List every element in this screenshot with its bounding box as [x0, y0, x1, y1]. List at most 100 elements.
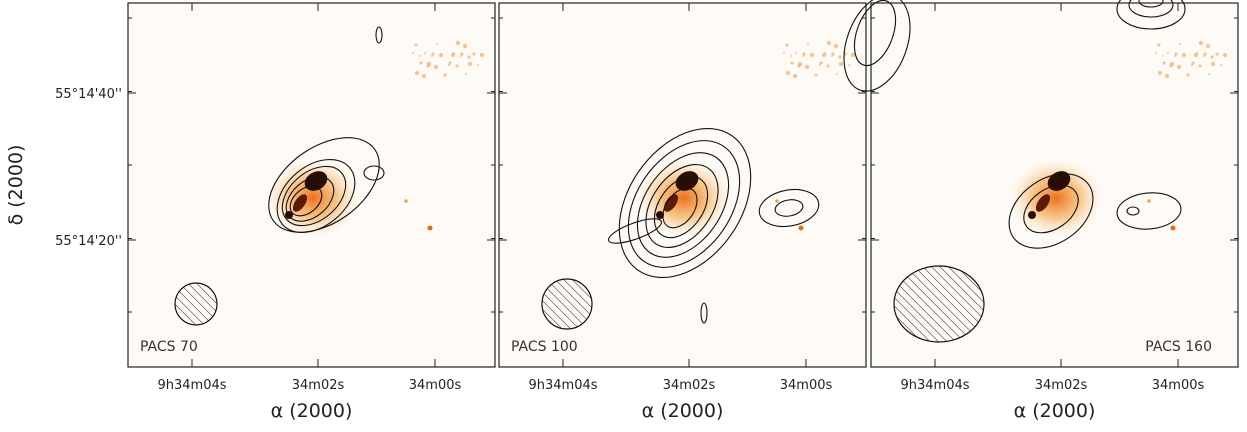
figure: δ (2000) 55°14'40'' 55°14'20'' 9h34m04s 3… — [0, 0, 1247, 432]
x-tick-label: 34m00s — [409, 378, 462, 393]
x-tick-label: 9h34m04s — [157, 378, 226, 393]
faint-emission — [1167, 52, 1169, 54]
faint-emission — [414, 43, 417, 46]
faint-emission — [836, 73, 838, 75]
faint-emission — [1182, 53, 1186, 57]
faint-emission — [839, 62, 843, 66]
faint-emission — [790, 55, 792, 57]
faint-emission — [436, 43, 438, 45]
faint-emission — [451, 53, 455, 57]
x-tick-label: 34m00s — [780, 378, 833, 393]
faint-emission — [783, 52, 785, 54]
faint-emission — [1211, 62, 1215, 66]
panel: 9h34m04s 34m02s 34m00s PACS 160 α (2000) — [832, 0, 1238, 422]
faint-emission — [848, 64, 850, 66]
faint-emission — [455, 64, 458, 67]
faint-emission — [426, 64, 429, 67]
x-axis-label: α (2000) — [1014, 400, 1096, 422]
galaxy-glow — [1008, 158, 1104, 238]
beam — [542, 279, 592, 329]
x-axis-label: α (2000) — [271, 400, 353, 422]
faint-emission — [834, 44, 838, 48]
faint-emission — [1206, 44, 1210, 48]
faint-emission — [1191, 64, 1193, 66]
faint-emission — [422, 74, 426, 78]
faint-emission — [424, 52, 426, 54]
faint-emission — [467, 55, 470, 58]
field-source — [775, 199, 779, 203]
x-tick-label: 34m02s — [1035, 378, 1088, 393]
faint-emission — [819, 64, 821, 66]
field-source — [1147, 199, 1151, 203]
faint-emission — [477, 64, 479, 66]
faint-emission — [1223, 53, 1227, 57]
galaxy-knot — [1028, 211, 1036, 219]
faint-emission — [838, 55, 841, 58]
panel-label: PACS 70 — [140, 339, 198, 355]
faint-emission — [412, 52, 414, 54]
faint-emission — [1186, 73, 1189, 76]
x-tick-label: 34m02s — [292, 378, 345, 393]
faint-emission — [827, 41, 831, 45]
faint-emission — [826, 64, 829, 67]
faint-emission — [1203, 55, 1205, 57]
x-tick-label: 9h34m04s — [900, 378, 969, 393]
panel-label: PACS 160 — [1145, 339, 1212, 355]
faint-emission — [795, 52, 797, 54]
panel: 9h34m04s 34m02s 34m00s PACS 70 α (2000) — [128, 3, 495, 422]
faint-emission — [1208, 73, 1210, 75]
faint-emission — [805, 65, 809, 69]
faint-emission — [1162, 55, 1164, 57]
beam — [894, 266, 984, 342]
faint-emission — [1162, 61, 1165, 64]
faint-emission — [1179, 43, 1181, 45]
x-axis-label: α (2000) — [642, 400, 724, 422]
panel-label: PACS 100 — [511, 339, 578, 355]
y-tick-label: 55°14'20'' — [55, 234, 122, 249]
faint-emission — [1194, 53, 1198, 57]
faint-emission — [802, 55, 804, 57]
faint-emission — [415, 71, 419, 75]
faint-emission — [465, 73, 467, 75]
faint-emission — [460, 55, 462, 57]
faint-emission — [1210, 55, 1213, 58]
y-tick-label: 55°14'40'' — [55, 87, 122, 102]
field-source — [799, 226, 804, 231]
faint-emission — [1198, 64, 1201, 67]
faint-emission — [468, 62, 472, 66]
faint-emission — [1155, 52, 1157, 54]
faint-emission — [810, 53, 814, 57]
faint-emission — [1157, 43, 1160, 46]
faint-emission — [786, 71, 790, 75]
faint-emission — [431, 55, 433, 57]
x-tick-label: 34m00s — [1152, 378, 1205, 393]
faint-emission — [1199, 41, 1203, 45]
faint-emission — [443, 73, 446, 76]
faint-emission — [472, 52, 475, 55]
faint-emission — [851, 53, 855, 57]
faint-emission — [419, 61, 422, 64]
faint-emission — [814, 73, 817, 76]
faint-emission — [1220, 64, 1222, 66]
faint-emission — [1174, 55, 1176, 57]
field-source — [1171, 226, 1176, 231]
faint-emission — [790, 61, 793, 64]
faint-emission — [480, 53, 484, 57]
field-source — [404, 199, 408, 203]
faint-emission — [419, 55, 421, 57]
faint-emission — [439, 53, 443, 57]
faint-emission — [434, 65, 438, 69]
faint-emission — [1169, 64, 1172, 67]
faint-emission — [831, 55, 833, 57]
faint-emission — [463, 44, 467, 48]
faint-emission — [785, 43, 788, 46]
beam — [175, 283, 217, 325]
faint-emission — [797, 64, 800, 67]
field-source — [428, 226, 433, 231]
faint-emission — [1215, 52, 1218, 55]
x-tick-label: 34m02s — [663, 378, 716, 393]
faint-emission — [448, 64, 450, 66]
faint-emission — [793, 74, 797, 78]
faint-emission — [1158, 71, 1162, 75]
y-axis-label: δ (2000) — [5, 145, 27, 226]
